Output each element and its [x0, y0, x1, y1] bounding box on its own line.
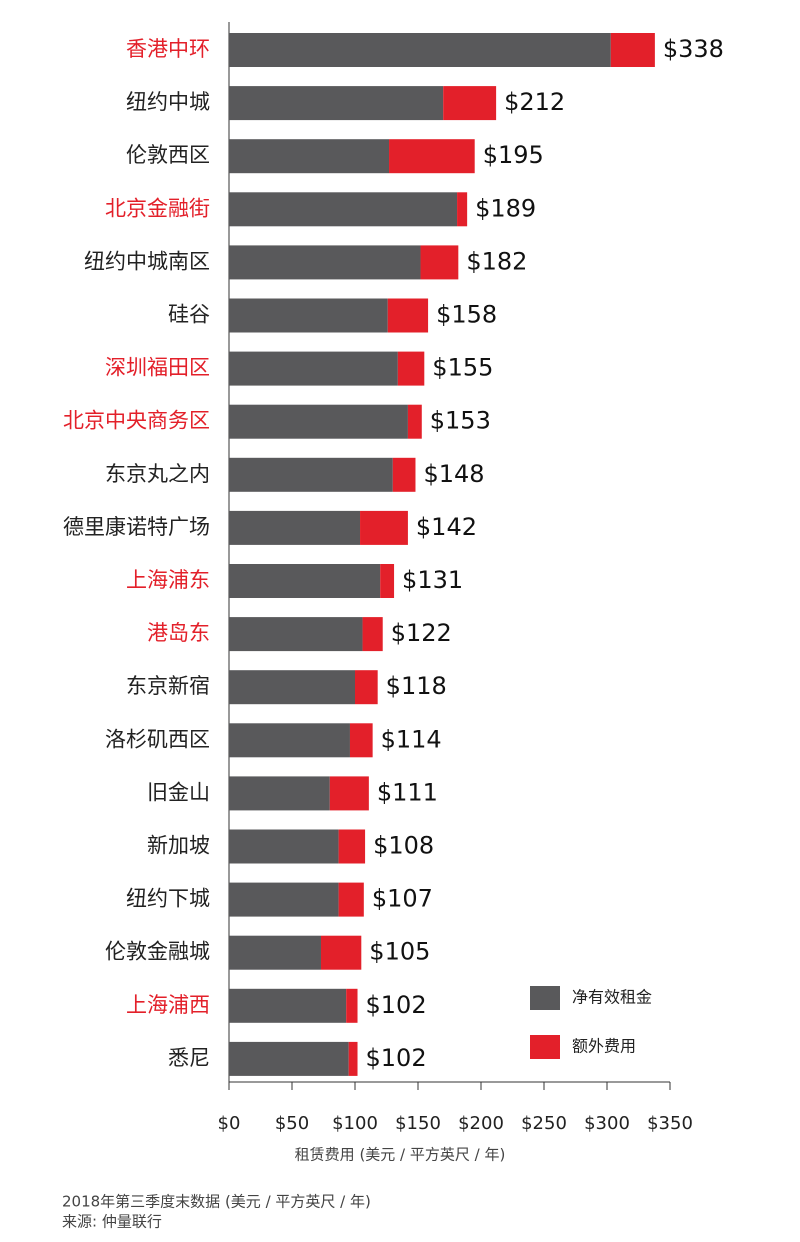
bar-segment	[229, 510, 361, 545]
bar-segment	[229, 298, 388, 333]
value-label: $105	[369, 938, 430, 966]
bar-segment	[229, 776, 330, 811]
value-label: $148	[423, 460, 484, 488]
category-label: 新加坡	[147, 834, 210, 858]
bar-segment	[380, 564, 395, 598]
bar-segment	[397, 351, 425, 386]
bar-segment	[338, 829, 366, 864]
bar-segment	[229, 457, 393, 492]
value-label: $189	[475, 194, 536, 222]
bar-segment	[229, 670, 355, 705]
value-label: $142	[416, 513, 477, 541]
x-tick-label: $250	[521, 1113, 567, 1134]
category-label: 伦敦西区	[126, 143, 210, 167]
legend-swatch	[530, 986, 560, 1010]
category-label: 纽约中城	[126, 90, 210, 114]
legend-swatch	[530, 1035, 560, 1059]
bar-segment	[229, 617, 363, 652]
value-label: $155	[432, 354, 493, 382]
category-label: 洛杉矶西区	[105, 727, 210, 751]
category-label: 硅谷	[168, 303, 210, 327]
category-label: 纽约中城南区	[84, 249, 210, 273]
x-tick-label: $200	[458, 1113, 504, 1134]
value-label: $338	[663, 35, 724, 63]
bar-segment	[355, 670, 378, 705]
bar-segment	[443, 86, 497, 121]
category-label: 北京金融街	[105, 196, 210, 220]
bar-segment	[229, 351, 398, 386]
bar-segment	[229, 139, 390, 174]
bar-segment	[229, 829, 339, 864]
x-tick-label: $300	[584, 1113, 630, 1134]
category-label: 德里康诺特广场	[63, 515, 210, 539]
category-label: 悉尼	[168, 1046, 210, 1070]
bar-segment	[407, 404, 422, 439]
bar-segment	[229, 245, 421, 280]
footnote: 来源: 仲量联行	[62, 1213, 162, 1231]
bar-segment	[329, 776, 369, 811]
bar-segment	[389, 139, 475, 174]
bar-segment	[229, 564, 381, 598]
x-tick-label: $350	[647, 1113, 693, 1134]
bar-segment	[229, 988, 347, 1023]
value-label: $122	[391, 619, 452, 647]
value-label: $158	[436, 301, 497, 329]
value-label: $108	[373, 832, 434, 860]
bar-segment	[338, 882, 364, 917]
category-label: 香港中环	[126, 37, 210, 61]
bar-segment	[457, 192, 468, 227]
value-label: $153	[430, 407, 491, 435]
bar-segment	[229, 935, 321, 970]
bar-segment	[610, 33, 655, 67]
category-label: 港岛东	[147, 621, 210, 645]
legend-label: 净有效租金	[572, 988, 652, 1007]
bar-segment	[346, 988, 358, 1023]
bar-segment	[229, 723, 350, 758]
value-label: $102	[366, 991, 427, 1019]
value-label: $118	[386, 672, 447, 700]
bar-segment	[348, 1041, 358, 1076]
bar-segment	[229, 33, 611, 67]
bar-segment	[362, 617, 383, 652]
value-label: $114	[381, 725, 442, 753]
category-label: 纽约下城	[126, 887, 210, 911]
bar-segment	[360, 510, 408, 545]
category-label: 深圳福田区	[105, 356, 210, 380]
x-tick-label: $100	[332, 1113, 378, 1134]
bar-segment	[349, 723, 373, 758]
x-tick-label: $150	[395, 1113, 441, 1134]
category-label: 东京丸之内	[105, 462, 210, 486]
bar-segment	[420, 245, 459, 280]
value-label: $131	[402, 566, 463, 594]
value-label: $107	[372, 885, 433, 913]
bar-segment	[387, 298, 429, 333]
x-tick-label: $0	[218, 1113, 241, 1134]
category-label: 北京中央商务区	[63, 409, 210, 433]
legend-label: 额外费用	[572, 1037, 636, 1056]
bar-segment	[320, 935, 362, 970]
bar-segment	[392, 457, 416, 492]
value-label: $111	[377, 778, 438, 806]
value-label: $102	[366, 1044, 427, 1072]
category-label: 东京新宿	[126, 674, 210, 698]
value-label: $182	[466, 247, 527, 275]
bar-segment	[229, 404, 408, 439]
category-label: 上海浦东	[126, 568, 210, 592]
category-label: 旧金山	[147, 780, 210, 804]
x-axis-label: 租赁费用 (美元 / 平方英尺 / 年)	[295, 1146, 506, 1164]
bar-segment	[229, 192, 458, 227]
bar-segment	[229, 882, 339, 917]
value-label: $195	[483, 141, 544, 169]
category-label: 伦敦金融城	[105, 940, 210, 964]
category-label: 上海浦西	[126, 993, 210, 1017]
footnote: 2018年第三季度末数据 (美元 / 平方英尺 / 年)	[62, 1193, 371, 1211]
bar-segment	[229, 86, 444, 121]
x-tick-label: $50	[275, 1113, 309, 1134]
value-label: $212	[504, 88, 565, 116]
bar-segment	[229, 1041, 349, 1076]
